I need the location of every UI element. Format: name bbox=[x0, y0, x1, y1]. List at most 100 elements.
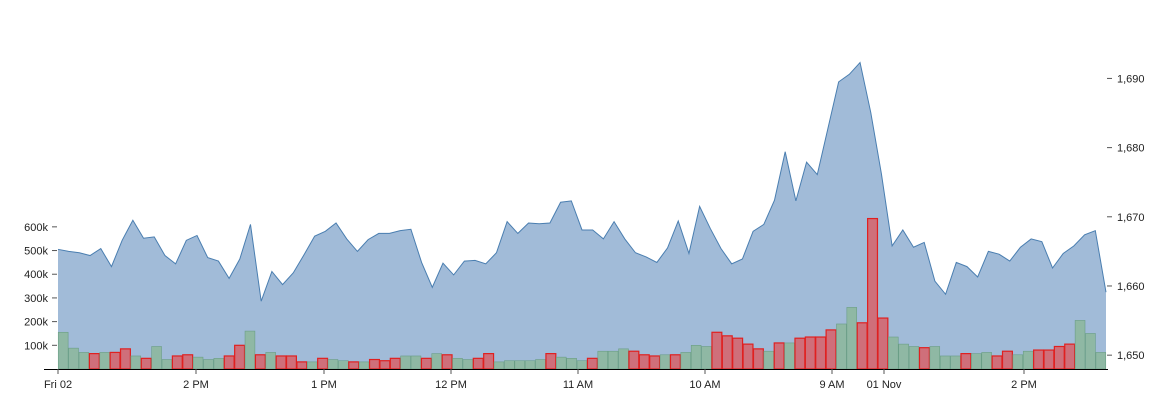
volume-bar bbox=[379, 360, 391, 370]
volume-bar bbox=[607, 350, 619, 370]
volume-bar bbox=[701, 346, 712, 370]
volume-bar bbox=[638, 354, 650, 370]
volume-bar bbox=[960, 353, 972, 370]
x-tick-label: 12 PM bbox=[435, 379, 467, 391]
volume-bar bbox=[161, 359, 173, 370]
volume-bar bbox=[659, 354, 671, 370]
volume-bar bbox=[1064, 343, 1076, 370]
volume-bar bbox=[88, 353, 100, 370]
price-area-layer bbox=[57, 61, 1107, 370]
volume-bar bbox=[203, 359, 214, 370]
volume-bar bbox=[794, 337, 806, 370]
volume-bar bbox=[732, 337, 744, 370]
volume-bar bbox=[680, 352, 691, 370]
volume-bar bbox=[213, 358, 225, 370]
volume-bar bbox=[752, 348, 764, 370]
volume-bar bbox=[1053, 345, 1065, 370]
volume-bar bbox=[130, 355, 142, 370]
price-tick-label: 1,650 bbox=[1117, 350, 1145, 362]
x-tick-label: 1 PM bbox=[311, 379, 337, 391]
volume-bar bbox=[234, 344, 246, 370]
volume-bar bbox=[649, 355, 661, 370]
volume-bar bbox=[410, 355, 422, 370]
volume-bar bbox=[908, 346, 920, 370]
volume-tick-label: 200k bbox=[24, 317, 48, 329]
x-tick-label: 01 Nov bbox=[867, 379, 902, 391]
price-line bbox=[57, 61, 1107, 302]
volume-bar bbox=[483, 353, 495, 370]
volume-bar bbox=[462, 359, 474, 370]
volume-bar bbox=[151, 346, 162, 370]
volume-bar bbox=[1095, 352, 1107, 370]
volume-bar bbox=[711, 331, 723, 370]
volume-bar bbox=[524, 360, 536, 370]
volume-bar bbox=[182, 354, 194, 370]
volume-tick-label: 400k bbox=[24, 269, 48, 281]
volume-bar bbox=[690, 345, 702, 370]
volume-bar bbox=[898, 343, 909, 370]
price-tick-label: 1,660 bbox=[1117, 281, 1145, 293]
volume-bar bbox=[773, 342, 785, 370]
volume-bar bbox=[452, 358, 463, 370]
price-area bbox=[58, 62, 1106, 370]
x-tick-label: 10 AM bbox=[689, 379, 720, 391]
volume-bar bbox=[566, 358, 577, 370]
volume-bar bbox=[317, 357, 329, 370]
x-tick-label: 2 PM bbox=[183, 379, 209, 391]
volume-bar bbox=[742, 343, 754, 370]
volume-bar bbox=[825, 329, 837, 370]
price-tick-label: 1,680 bbox=[1117, 143, 1145, 155]
volume-bar bbox=[348, 361, 360, 370]
volume-bar bbox=[119, 348, 131, 370]
volume-bar bbox=[514, 360, 525, 370]
volume-bar bbox=[669, 354, 681, 370]
volume-bar bbox=[929, 346, 941, 370]
volume-bar bbox=[493, 361, 505, 370]
volume-bar bbox=[804, 336, 816, 370]
volume-bar bbox=[846, 307, 858, 370]
volume-bar bbox=[1022, 350, 1034, 370]
volume-bar bbox=[223, 355, 235, 370]
volume-bar bbox=[586, 357, 598, 370]
volume-bars-layer bbox=[57, 217, 1107, 370]
x-tick-label: 2 PM bbox=[1011, 379, 1037, 391]
volume-bar bbox=[836, 323, 847, 370]
volume-bar bbox=[68, 347, 79, 370]
volume-bar bbox=[441, 354, 453, 370]
volume-bar bbox=[431, 353, 442, 370]
volume-bar bbox=[109, 351, 121, 370]
volume-bar bbox=[140, 357, 152, 370]
volume-bar bbox=[856, 322, 868, 370]
volume-bar bbox=[950, 355, 961, 370]
x-tick-label: Fri 02 bbox=[44, 379, 72, 391]
volume-bar bbox=[628, 350, 640, 370]
volume-bar bbox=[265, 352, 276, 370]
x-tick-label: 9 AM bbox=[819, 379, 844, 391]
volume-bar bbox=[939, 355, 951, 370]
volume-bar bbox=[815, 336, 827, 370]
volume-bar bbox=[296, 361, 308, 370]
volume-bar bbox=[763, 350, 775, 370]
volume-bar bbox=[1001, 350, 1013, 370]
volume-bar bbox=[991, 355, 1003, 370]
volume-bar bbox=[285, 355, 298, 370]
volume-bar bbox=[420, 357, 432, 370]
volume-bar bbox=[244, 330, 256, 370]
volume-bar bbox=[918, 347, 930, 370]
volume-bar bbox=[545, 353, 557, 370]
volume-bar bbox=[78, 352, 90, 370]
volume-bar bbox=[556, 356, 567, 370]
volume-bar bbox=[576, 360, 588, 370]
volume-bar bbox=[171, 355, 183, 370]
volume-bar bbox=[389, 357, 401, 370]
volume-bar bbox=[597, 350, 608, 370]
volume-bar bbox=[275, 355, 287, 370]
volume-bar bbox=[254, 354, 266, 370]
volume-bar bbox=[1012, 354, 1024, 370]
volume-bar bbox=[400, 355, 411, 370]
volume-bar bbox=[1033, 349, 1045, 370]
price-tick-label: 1,690 bbox=[1117, 73, 1145, 85]
volume-tick-label: 600k bbox=[24, 222, 48, 234]
volume-bar bbox=[971, 353, 982, 370]
